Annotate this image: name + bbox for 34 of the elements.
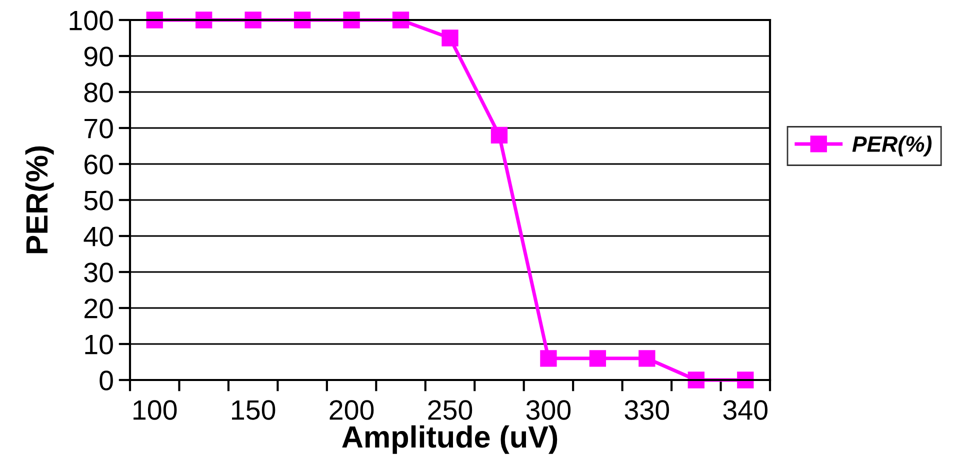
point — [343, 12, 360, 28]
point — [244, 12, 262, 28]
y-tick-label: 40 — [84, 226, 113, 246]
x-tick-label: 200 — [330, 400, 374, 420]
point — [294, 12, 311, 28]
x-tick-label: 330 — [624, 400, 670, 420]
y-tick-label: 50 — [84, 190, 113, 210]
y-tick-label: 100 — [70, 10, 113, 30]
y-tick-label: 10 — [85, 334, 113, 354]
point — [392, 12, 410, 28]
point — [688, 372, 704, 388]
y-tick-label: 70 — [84, 118, 113, 138]
y-tick-label: 30 — [84, 262, 113, 282]
point — [589, 350, 606, 367]
x-tick-label: 250 — [428, 400, 472, 420]
y-axis-title: PER(%) — [25, 146, 54, 254]
x-axis-title: Amplitude (uV) — [342, 425, 558, 454]
legend-label: PER(%) — [852, 136, 932, 156]
y-tick-label: 80 — [84, 82, 113, 102]
point — [540, 350, 557, 367]
point — [442, 30, 458, 46]
x-tick-label: 150 — [232, 400, 276, 420]
x-tick-label: 100 — [134, 400, 177, 420]
y-tick-label: 60 — [84, 154, 113, 174]
point — [146, 12, 163, 28]
y-tick-label: 20 — [84, 298, 113, 318]
point — [638, 350, 656, 367]
x-tick-label: 300 — [526, 400, 571, 420]
point — [737, 372, 754, 388]
point — [196, 12, 212, 28]
y-tick-label: 0 — [100, 370, 113, 390]
point — [490, 126, 508, 144]
x-tick-label: 340 — [723, 400, 768, 420]
y-tick-label: 90 — [84, 46, 113, 66]
